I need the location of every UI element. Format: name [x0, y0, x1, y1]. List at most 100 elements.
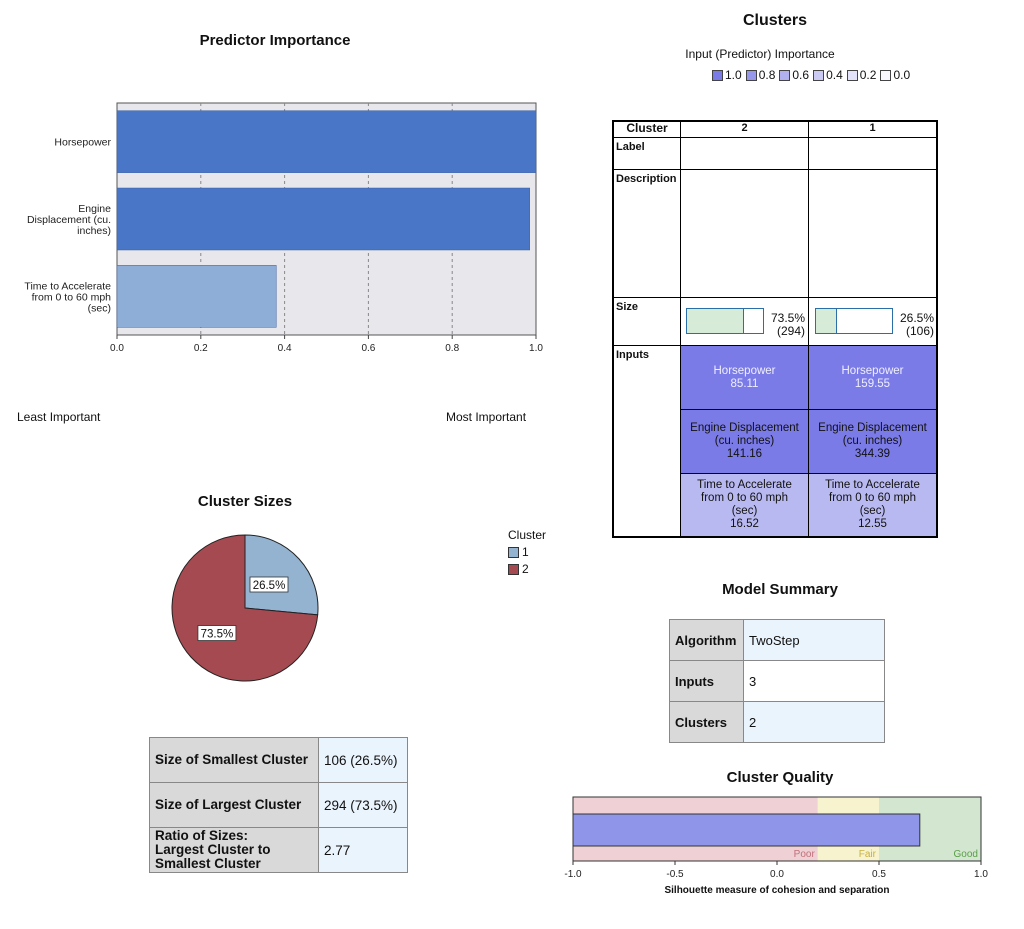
importance-legend: 1.0 0.8 0.6 0.4 0.2 0.0: [712, 68, 910, 82]
size-count-1: (106): [905, 324, 934, 338]
row-label-inputs: Inputs: [614, 346, 681, 536]
cluster-quality-title: Cluster Quality: [726, 769, 834, 786]
importance-legend-swatch: [880, 69, 892, 81]
input-acceleration-cluster-2: Time to Accelerate from 0 to 60 mph (sec…: [681, 474, 809, 536]
data-label: 73.5%: [201, 629, 234, 641]
input-name: (cu. inches): [714, 435, 775, 447]
table-row: Inputs 3: [669, 660, 885, 702]
importance-legend-item: 1.0: [712, 68, 742, 82]
table-row: Clusters 2: [669, 701, 885, 743]
bar: [116, 265, 277, 328]
x-tick-label: 0.0: [110, 343, 124, 354]
input-name: (cu. inches): [842, 435, 903, 447]
x-tick-label: 0.2: [194, 343, 208, 354]
clusters-grid: Cluster 2 1 Label Description Size 73.5%…: [612, 120, 938, 538]
table-row: Size of Smallest Cluster 106 (26.5%): [149, 737, 408, 783]
quality-band-label: Poor: [794, 849, 816, 860]
size-table-value: 294 (73.5%): [318, 782, 408, 828]
header-cluster: Cluster: [614, 122, 681, 138]
y-category-label: (sec): [88, 302, 111, 314]
size-table-key: Size of Smallest Cluster: [149, 737, 319, 783]
size-table-key: Ratio of Sizes: Largest Cluster to Small…: [149, 827, 319, 873]
size-cell-1: 26.5% (106): [809, 298, 936, 346]
model-summary-value: 2: [743, 701, 885, 743]
model-summary-title: Model Summary: [722, 581, 838, 598]
size-table-value: 106 (26.5%): [318, 737, 408, 783]
input-name: Engine Displacement: [818, 422, 927, 434]
most-important-label: Most Important: [446, 410, 527, 424]
silhouette-bar: [572, 813, 921, 847]
importance-legend-label: 0.6: [792, 68, 810, 82]
x-tick-label: -1.0: [564, 869, 582, 880]
y-category-label: from 0 to 60 mph: [32, 291, 112, 303]
table-row: Ratio of Sizes: Largest Cluster to Small…: [149, 827, 408, 873]
quality-band-label: Fair: [859, 849, 877, 860]
cluster-quality-xlabel: Silhouette measure of cohesion and separ…: [664, 885, 890, 896]
input-horsepower-cluster-2: Horsepower 85.11: [681, 346, 809, 410]
x-tick-label: 1.0: [974, 869, 988, 880]
input-horsepower-cluster-1: Horsepower 159.55: [809, 346, 936, 410]
x-tick-label: -0.5: [666, 869, 684, 880]
size-pct-1: 26.5%: [899, 311, 934, 325]
cluster-sizes-pie: 26.5% 73.5%: [171, 534, 319, 682]
input-value: 16.52: [730, 518, 759, 530]
legend-item-2: 2: [508, 562, 546, 576]
table-row: Algorithm TwoStep: [669, 619, 885, 661]
size-table-value: 2.77: [318, 827, 408, 873]
importance-legend-item: 0.8: [745, 68, 776, 82]
size-count-2: (294): [776, 324, 805, 338]
legend-swatch-2: [508, 563, 519, 575]
size-text-2: 73.5% (294): [765, 312, 805, 338]
input-name: Time to Accelerate: [697, 479, 792, 491]
clusters-title: Clusters: [742, 12, 808, 29]
importance-legend-item: 0.6: [779, 68, 809, 82]
importance-legend-label: 0.8: [758, 68, 776, 82]
y-category-label: Horsepower: [54, 137, 111, 149]
legend-swatch-1: [508, 546, 519, 558]
legend-label-2: 2: [522, 562, 529, 576]
predictor-importance-title: Predictor Importance: [199, 32, 351, 49]
input-value: 159.55: [854, 377, 891, 390]
input-value: 12.55: [858, 518, 887, 530]
size-bar-fill-1: [816, 309, 838, 333]
data-label: 26.5%: [253, 580, 286, 592]
input-name: Horsepower: [713, 364, 776, 377]
label-cell-1: [809, 138, 936, 170]
model-summary-value: TwoStep: [743, 619, 885, 661]
legend-label-1: 1: [522, 545, 529, 559]
data-label-box: [249, 576, 289, 593]
model-summary-table: Algorithm TwoStep Inputs 3 Clusters 2: [669, 619, 885, 743]
cluster-sizes-title: Cluster Sizes: [197, 493, 293, 510]
input-name: Time to Accelerate: [825, 479, 920, 491]
importance-legend-label: 0.0: [893, 68, 911, 82]
input-name: (sec): [859, 505, 886, 517]
size-text-1: 26.5% (106): [894, 312, 934, 338]
pie-slice-2: [171, 534, 319, 682]
description-cell-2: [681, 170, 809, 298]
input-displacement-cluster-1: Engine Displacement (cu. inches) 344.39: [809, 410, 936, 474]
input-name: Engine Displacement: [690, 422, 799, 434]
input-value: 344.39: [854, 448, 891, 460]
header-cluster-2: 2: [681, 122, 809, 138]
input-value: 141.16: [726, 448, 763, 460]
model-summary-key: Clusters: [669, 701, 744, 743]
row-label-label: Label: [614, 138, 681, 170]
legend-item-1: 1: [508, 545, 546, 559]
y-category-label: Engine: [78, 203, 111, 215]
model-summary-value: 3: [743, 660, 885, 702]
predictor-importance-chart: 0.0 0.2 0.4 0.6 0.8 1.0 Horsepower EngineDispla…: [24, 102, 543, 354]
ratio-line-3: Smallest Cluster: [155, 856, 261, 871]
input-name: Horsepower: [841, 364, 904, 377]
input-name: (sec): [731, 505, 758, 517]
x-tick-label: 0.8: [445, 343, 459, 354]
input-acceleration-cluster-1: Time to Accelerate from 0 to 60 mph (sec…: [809, 474, 936, 536]
importance-legend-swatch: [779, 69, 791, 81]
x-tick-label: 0.0: [770, 869, 784, 880]
input-displacement-cluster-2: Engine Displacement (cu. inches) 141.16: [681, 410, 809, 474]
y-category-label: Time to Accelerate: [24, 280, 111, 292]
ratio-line-2: Largest Cluster to: [155, 842, 271, 857]
size-bar-1: [815, 308, 893, 334]
quality-band-label: Good: [954, 849, 978, 860]
x-tick-label: 0.6: [361, 343, 375, 354]
importance-legend-item: 0.2: [846, 68, 876, 82]
